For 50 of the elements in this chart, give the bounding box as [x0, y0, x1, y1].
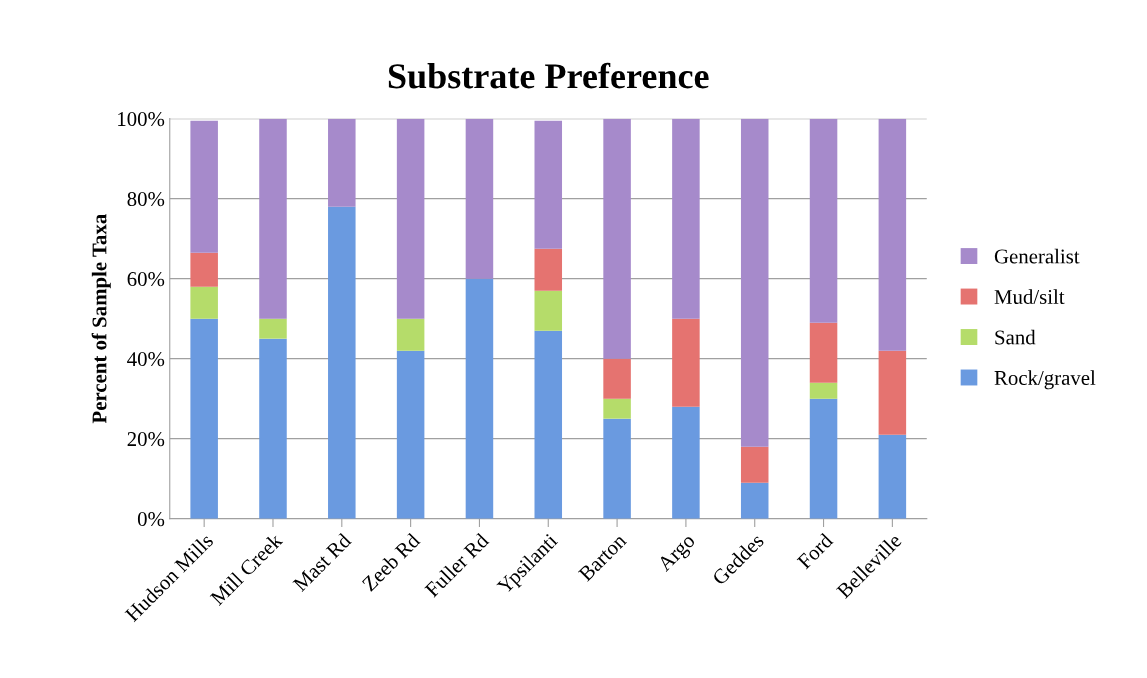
bar — [396, 118, 425, 319]
bar — [672, 406, 700, 519]
bar — [809, 118, 838, 323]
bar — [534, 248, 563, 291]
bar — [878, 434, 907, 519]
bar — [809, 382, 838, 399]
bar — [190, 286, 218, 319]
bar — [465, 278, 494, 519]
bar — [534, 290, 563, 331]
y-tick-label: 20% — [127, 432, 165, 447]
bar — [740, 118, 769, 447]
bar — [396, 318, 425, 351]
bar — [534, 120, 563, 249]
y-axis-title: Percent of Sample Taxa — [91, 214, 111, 424]
x-tick-label: Argo — [656, 532, 699, 576]
bar — [259, 118, 287, 319]
bar — [534, 330, 563, 519]
x-tick-label: Zeeb Rd — [361, 532, 421, 592]
bar — [603, 358, 631, 399]
bar — [672, 118, 700, 319]
bar — [603, 398, 631, 419]
bar — [878, 350, 907, 435]
bar — [740, 482, 769, 519]
bar — [603, 118, 631, 359]
y-tick-label: 0% — [137, 512, 165, 527]
bar — [259, 318, 287, 339]
bar — [190, 252, 218, 287]
y-tick-label: 100% — [118, 112, 165, 127]
legend-label: Mud/silt — [994, 289, 1065, 304]
bar — [190, 318, 218, 519]
bar — [190, 120, 218, 253]
y-tick-label: 60% — [127, 272, 165, 287]
bar — [740, 446, 769, 483]
y-tick-label: 40% — [127, 352, 165, 367]
bar — [259, 338, 287, 519]
legend-label: Sand — [995, 329, 1036, 345]
legend-label: Generalist — [994, 248, 1080, 264]
bar — [328, 206, 356, 519]
y-tick-label: 80% — [127, 192, 165, 207]
bar — [328, 118, 356, 207]
bar — [809, 398, 838, 519]
bar — [465, 118, 494, 279]
legend-label: Rock/gravel — [994, 370, 1096, 390]
bar — [878, 118, 907, 351]
x-tick-label: Mast Rd — [291, 532, 352, 593]
chart-title: Substrate Preference — [388, 62, 709, 89]
bar — [396, 350, 425, 519]
bar — [672, 318, 700, 407]
bar — [809, 322, 838, 383]
bar — [603, 418, 631, 519]
